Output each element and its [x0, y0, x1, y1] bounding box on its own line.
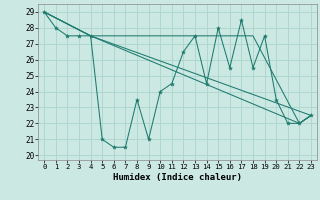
X-axis label: Humidex (Indice chaleur): Humidex (Indice chaleur): [113, 173, 242, 182]
